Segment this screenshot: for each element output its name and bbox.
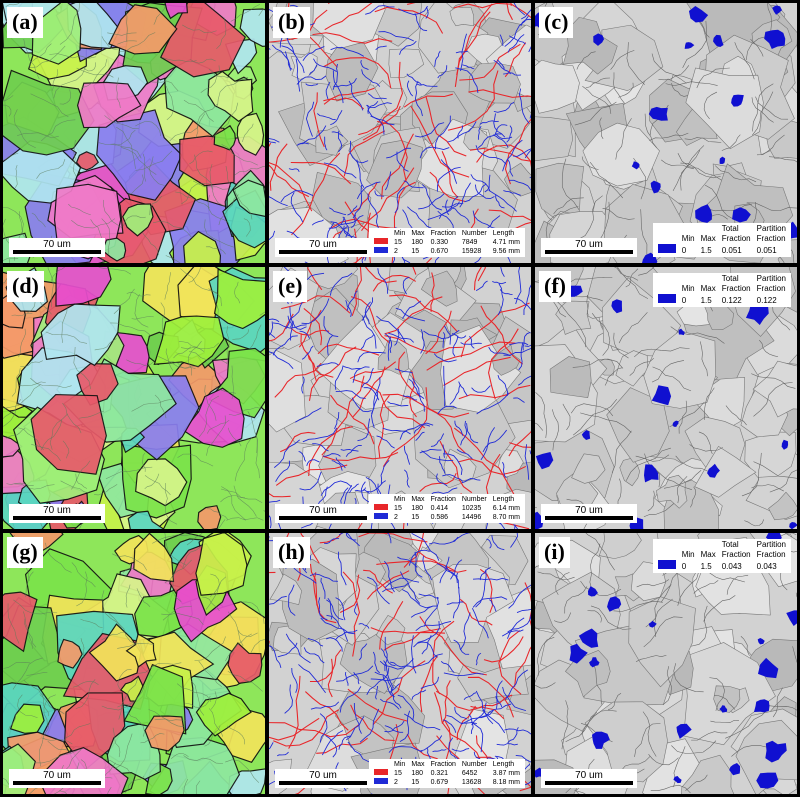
legend-header-number: Number	[461, 230, 487, 237]
scale-bar-label: 70 um	[43, 770, 71, 781]
scale-bar-line	[545, 516, 633, 520]
scale-bar-line	[13, 250, 101, 254]
scale-bar-label: 70 um	[575, 770, 603, 781]
boundary-legend: Min Max Fraction Number Length 15 180 0.330 784…	[369, 228, 525, 257]
scale-bar-line	[545, 250, 633, 254]
panel-label: (i)	[539, 537, 570, 568]
panel-c-partition-map: (c) 70 um Total Partition Min Max Fraction F…	[532, 0, 800, 266]
panel-f-partition-map: (f) 70 um Total Partition Min Max Fraction F…	[532, 264, 800, 532]
legend-swatch-blue	[657, 294, 676, 303]
panel-label: (a)	[7, 7, 43, 38]
legend-header-min: Min	[394, 230, 406, 237]
legend-header-max: Max	[411, 230, 425, 237]
scale-bar: 70 um	[541, 769, 637, 788]
scale-bar: 70 um	[275, 504, 371, 523]
legend-swatch-blue	[374, 513, 389, 519]
scale-bar: 70 um	[275, 238, 371, 257]
legend-swatch-red	[374, 504, 389, 510]
scale-bar-line	[13, 516, 101, 520]
scale-bar-label: 70 um	[309, 770, 337, 781]
scale-bar: 70 um	[541, 238, 637, 257]
panel-label: (d)	[7, 271, 44, 302]
orientation-map	[3, 3, 265, 263]
panel-d-ipf-map: (d) 70 um	[0, 264, 268, 532]
legend-header-fraction: Fraction	[430, 230, 456, 237]
orientation-map	[3, 267, 265, 529]
scale-bar: 70 um	[275, 769, 371, 788]
scale-bar-label: 70 um	[309, 239, 337, 250]
grain-boundary-map	[269, 533, 531, 794]
panel-label: (f)	[539, 271, 571, 302]
scale-bar-line	[279, 781, 367, 785]
grain-boundary-map	[269, 267, 531, 529]
boundary-legend: Min Max Fraction Number Length 15 180 0.414 102…	[369, 494, 525, 523]
scale-bar-label: 70 um	[309, 505, 337, 516]
scale-bar: 70 um	[9, 238, 105, 257]
panel-g-ipf-map: (g) 70 um	[0, 530, 268, 797]
scale-bar: 70 um	[9, 769, 105, 788]
legend-swatch-blue	[657, 560, 676, 569]
legend-header-length: Length	[492, 230, 515, 237]
panel-label: (h)	[273, 537, 310, 568]
panel-e-boundary-map: (e) 70 um Min Max Fraction Number Length 15 1…	[266, 264, 534, 532]
misorientation-partition-map	[535, 267, 797, 529]
panel-label: (e)	[273, 271, 308, 302]
panel-a-ipf-map: (a) 70 um	[0, 0, 268, 266]
boundary-legend: Min Max Fraction Number Length 15 180 0.321 645…	[369, 759, 525, 788]
scale-bar-line	[279, 250, 367, 254]
scale-bar: 70 um	[541, 504, 637, 523]
scale-bar-line	[279, 516, 367, 520]
grain-boundary-map	[269, 3, 531, 263]
legend-swatch-red	[374, 769, 389, 775]
scale-bar-label: 70 um	[575, 505, 603, 516]
scale-bar-label: 70 um	[43, 505, 71, 516]
panel-h-boundary-map: (h) 70 um Min Max Fraction Number Length 15 1…	[266, 530, 534, 797]
orientation-map	[3, 533, 265, 794]
scale-bar-line	[545, 781, 633, 785]
scale-bar-line	[13, 781, 101, 785]
legend-swatch-blue	[657, 244, 676, 253]
legend-swatch-blue	[374, 778, 389, 784]
legend-swatch-blue	[374, 247, 389, 253]
legend-swatch-red	[374, 238, 389, 244]
scale-bar-label: 70 um	[43, 239, 71, 250]
panel-label: (b)	[273, 7, 310, 38]
panel-i-partition-map: (i) 70 um Total Partition Min Max Fraction F…	[532, 530, 800, 797]
scale-bar-label: 70 um	[575, 239, 603, 250]
panel-b-boundary-map: (b) 70 um Min Max Fraction Number Length 15 1…	[266, 0, 534, 266]
scale-bar: 70 um	[9, 504, 105, 523]
panel-label: (g)	[7, 537, 43, 568]
panel-label: (c)	[539, 7, 574, 38]
